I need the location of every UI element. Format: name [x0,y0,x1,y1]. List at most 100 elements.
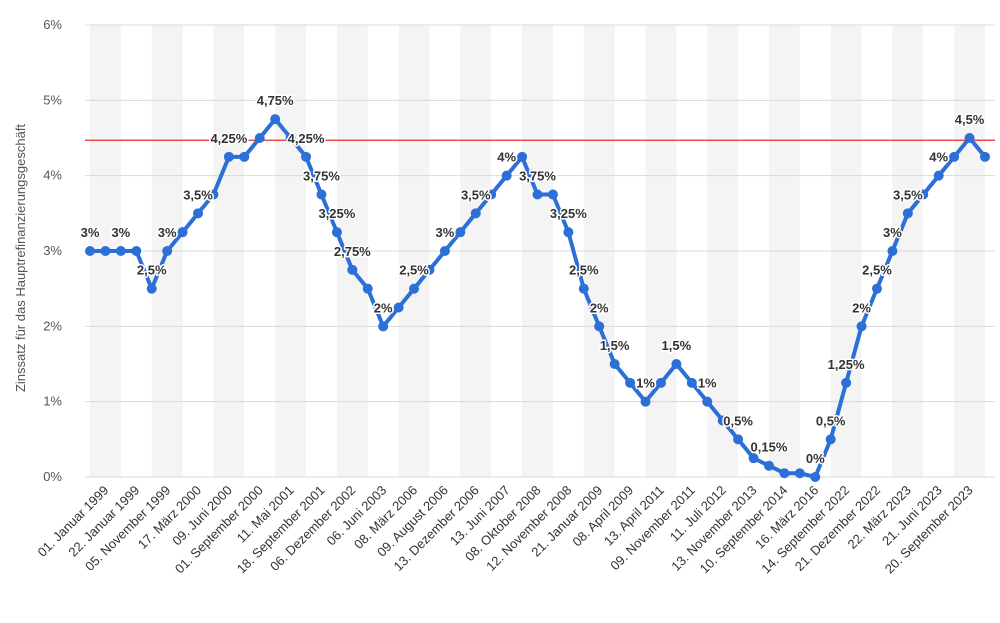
data-label: 2% [374,300,393,315]
data-point [949,151,960,162]
data-point [841,377,852,388]
data-label: 4,5% [955,112,985,127]
data-point [640,396,651,407]
data-point [609,359,620,369]
data-label: 3% [883,225,902,240]
data-point [825,434,836,445]
data-label: 1,5% [600,338,630,353]
data-point [239,151,250,162]
data-point [316,189,327,200]
data-point [563,227,574,238]
data-label: 3,5% [461,187,491,202]
data-point [100,246,111,256]
y-tick-label: 0% [43,469,62,484]
data-point [717,415,728,426]
data-label: 3,5% [893,187,923,202]
y-tick-label: 6% [43,17,62,32]
data-label: 2,5% [137,263,167,278]
data-point [470,208,481,219]
y-tick-label: 5% [43,92,62,107]
data-point [686,377,697,388]
data-label: 4% [497,150,516,165]
data-point [918,189,929,200]
data-label: 3% [158,225,177,240]
data-label: 3,75% [303,169,340,184]
data-label: 3% [111,225,130,240]
data-label: 3,25% [550,206,587,221]
data-point [85,246,95,256]
data-label: 3,25% [318,206,355,221]
data-point [409,283,420,294]
data-label: 0% [806,451,825,466]
data-point [347,264,358,275]
data-label: 0,5% [723,413,753,428]
data-point [933,170,944,181]
data-point [671,359,682,369]
data-point [980,151,990,162]
data-label: 0,15% [751,440,788,455]
data-point [223,151,234,162]
data-label: 3% [81,225,100,240]
data-point [655,377,666,388]
data-point [270,114,281,125]
data-label: 2,5% [569,263,599,278]
data-label: 3,5% [183,187,213,202]
y-tick-label: 3% [43,243,62,258]
data-labels: 3% 3% 2,5% 3% 3,5% 4,25% 4,75% 4,25% 3,75% 3,25% 2… [79,92,986,468]
data-point [964,133,975,143]
data-point [501,170,512,181]
data-point [455,227,466,238]
data-point [625,377,636,388]
y-tick-label: 4% [43,168,62,183]
data-point [254,133,265,143]
data-point [131,246,142,256]
data-point [208,189,219,200]
y-tick-label: 2% [43,318,62,333]
data-point [393,302,404,313]
data-label: 2,75% [334,244,371,259]
data-point [115,246,126,256]
y-tick-label: 1% [43,394,62,409]
gridlines [85,24,995,478]
data-point [424,264,435,275]
data-label: 2% [590,300,609,315]
data-point [532,189,543,200]
data-point [810,472,821,482]
data-point [517,151,528,162]
data-label: 1,25% [828,357,865,372]
data-label: 2,5% [399,263,429,278]
data-point [856,321,867,332]
data-point [702,396,713,407]
data-label: 1,5% [662,338,692,353]
data-label: 0,5% [816,413,846,428]
data-point [162,246,173,256]
data-point [301,151,312,162]
data-point [362,283,373,294]
data-point [902,208,913,219]
data-point [733,434,744,445]
data-point [177,227,188,238]
data-point [779,468,790,479]
data-point [439,246,450,256]
data-label: 4,25% [288,131,325,146]
data-label: 3,75% [519,169,556,184]
data-label: 4,25% [210,131,247,146]
data-point [331,227,342,238]
data-point [547,189,558,200]
data-label: 3% [436,225,455,240]
data-point [887,246,898,256]
data-label: 2,5% [862,263,892,278]
data-label: 1% [698,376,717,391]
data-points [85,114,990,482]
y-axis-label: Zinssatz für das Hauptrefinanzierungsges… [13,124,28,392]
data-point [146,283,157,294]
data-label: 1% [636,376,655,391]
data-label: 4,75% [257,93,294,108]
data-label: 4% [929,150,948,165]
data-point [794,468,805,479]
y-axis-ticks: 0% 1% 2% 3% 4% 5% 6% [43,17,62,484]
data-point [578,283,589,294]
data-point [763,460,774,471]
data-point [193,208,204,219]
